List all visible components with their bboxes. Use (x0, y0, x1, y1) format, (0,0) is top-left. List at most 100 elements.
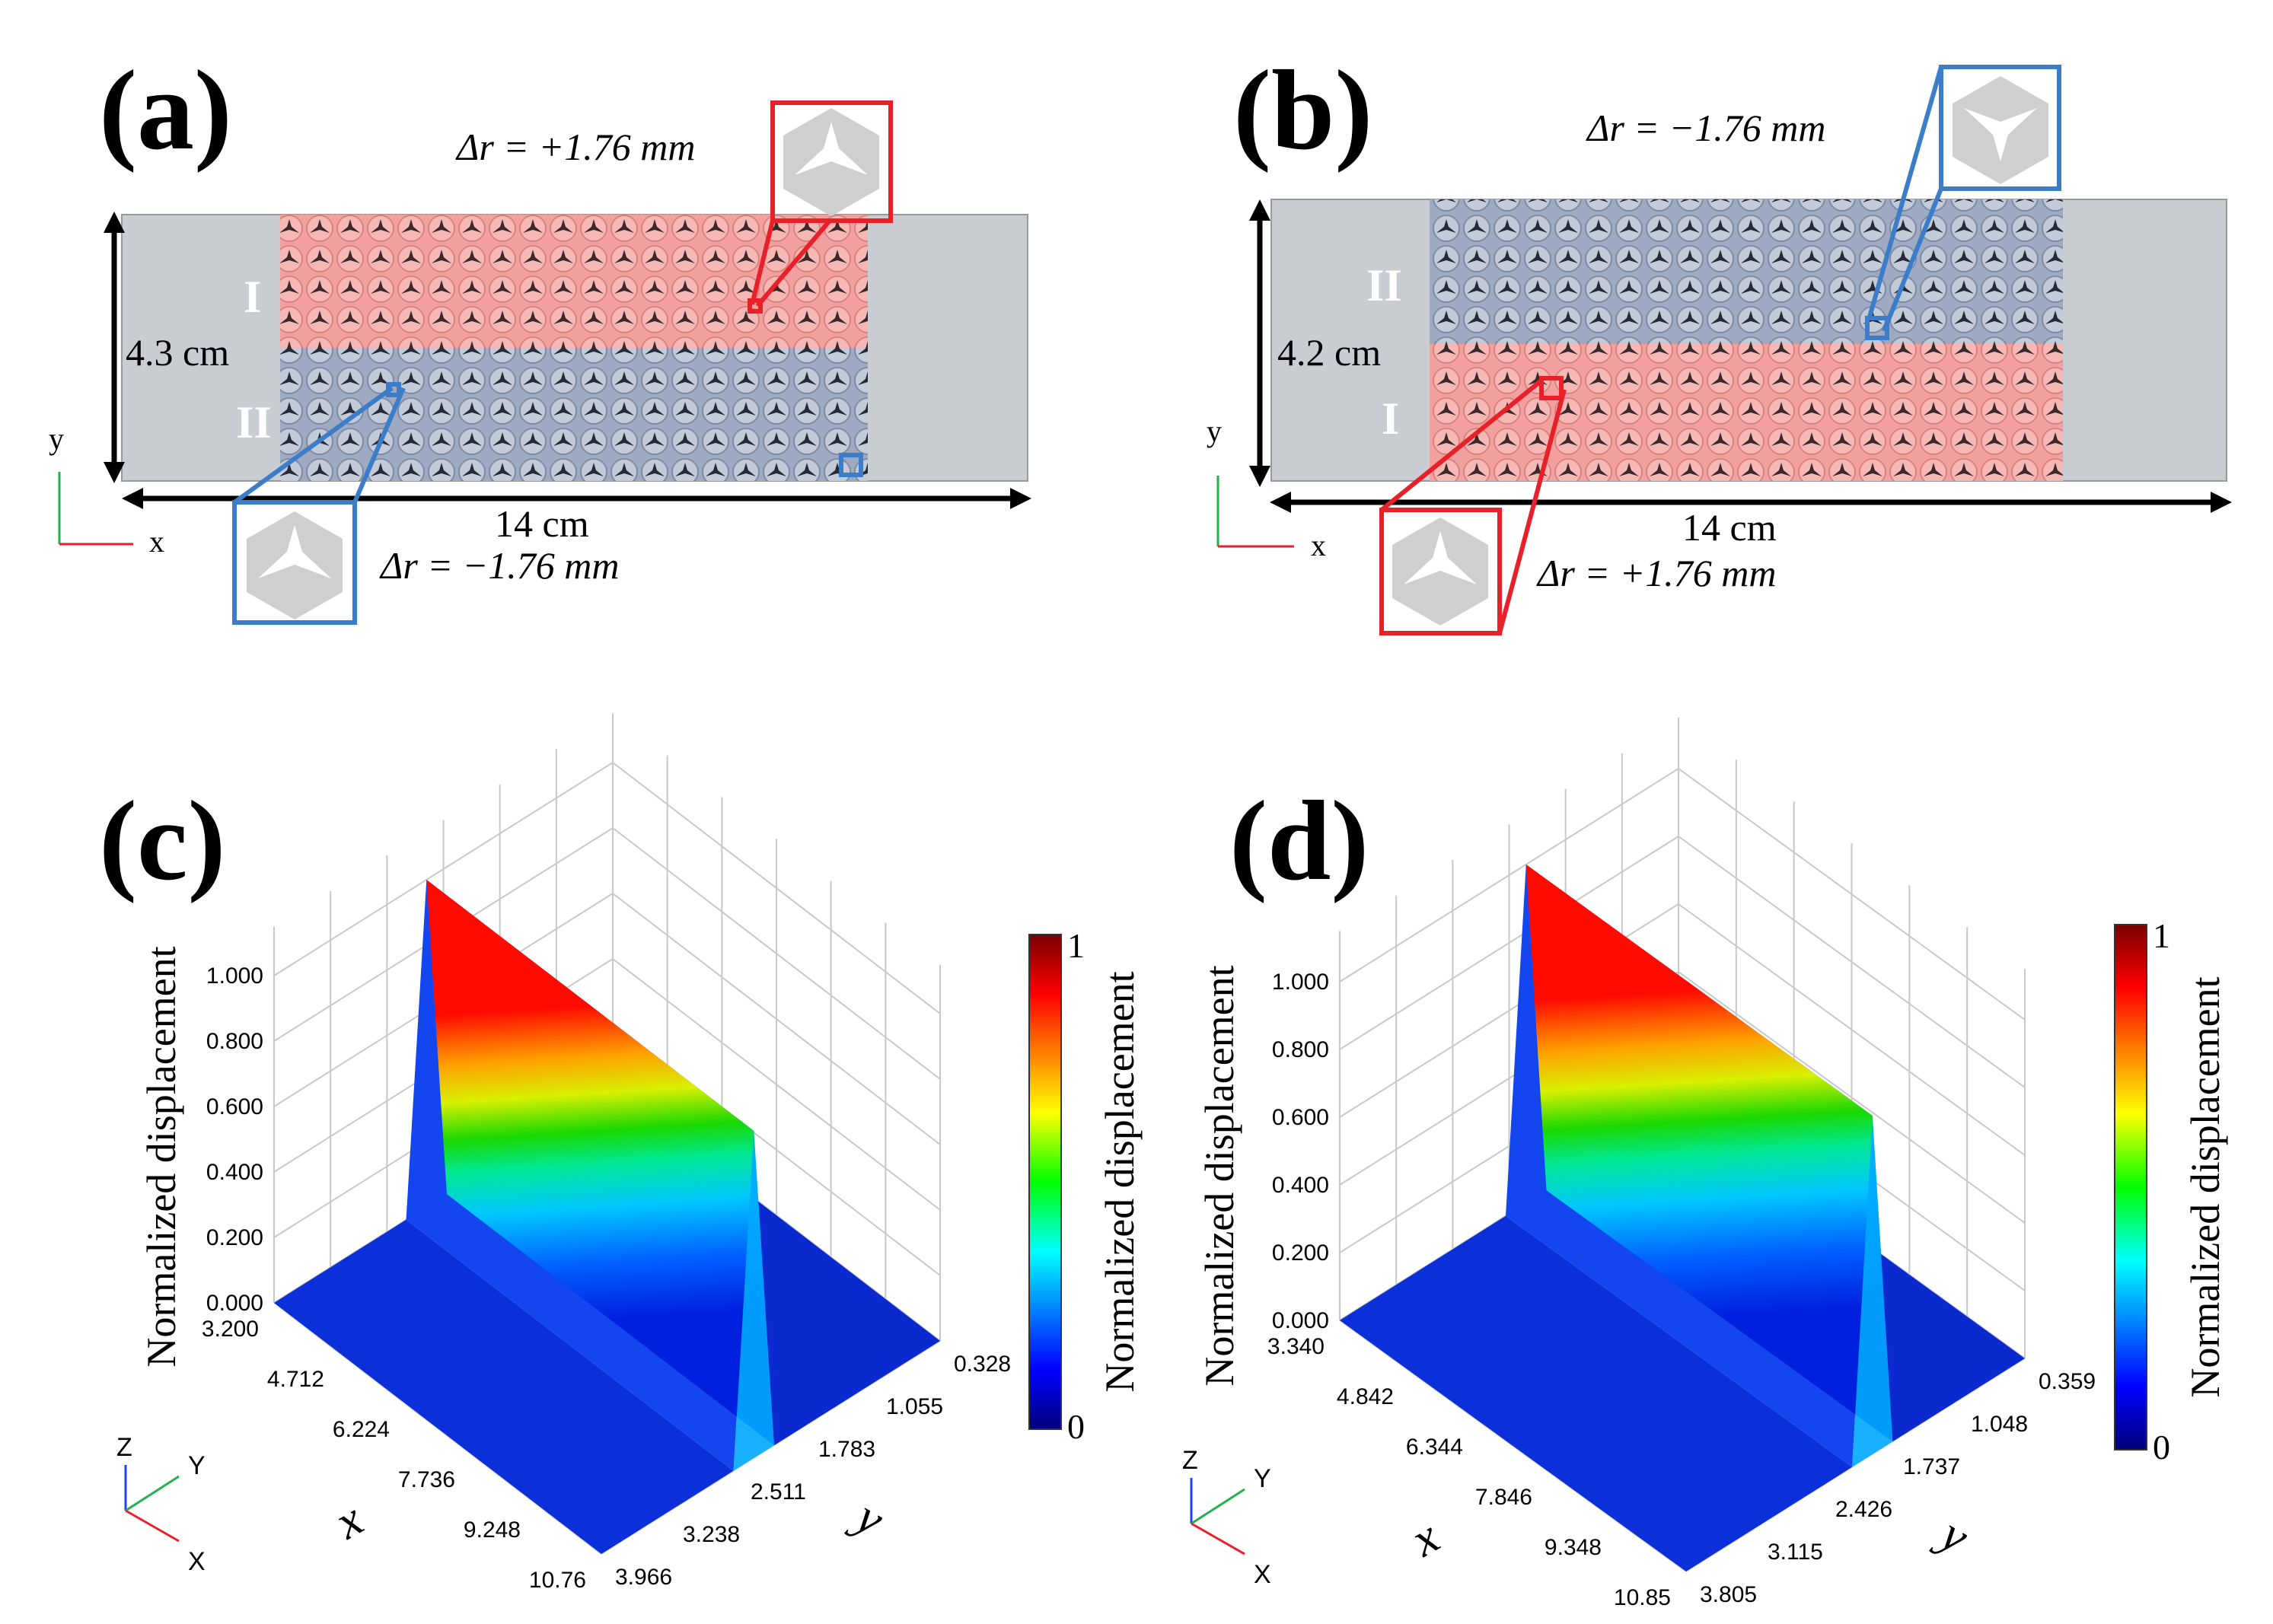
z-tick-label: 0.400 (206, 1160, 263, 1185)
z-tick-label: 0.600 (206, 1094, 263, 1119)
y-tick-label: 2.426 (1835, 1497, 1892, 1522)
panel-a-width-label: 14 cm (495, 502, 589, 545)
x-tick-label: 3.200 (202, 1317, 259, 1342)
colorbar (1028, 934, 1062, 1430)
z-tick-label: 1.000 (1272, 970, 1329, 995)
z-tick-label: 0.400 (1272, 1173, 1329, 1198)
z-tick-label: 0.000 (1272, 1308, 1329, 1333)
triad-x-axis (1191, 1522, 1245, 1556)
colorbar-min-label: 0 (1067, 1407, 1085, 1446)
z-tick-label: 0.200 (206, 1225, 263, 1250)
panel-a-height-label: 4.3 cm (126, 331, 229, 374)
x-tick-label: 7.736 (398, 1467, 455, 1492)
colorbar-title: Normalized displacement (2182, 976, 2228, 1397)
x-axis-label: x (1401, 1509, 1448, 1567)
y-axis-label: y (843, 1487, 894, 1547)
gridline (612, 827, 941, 1080)
y-tick-label: 3.966 (615, 1565, 672, 1590)
gridline (1678, 903, 2026, 1156)
gridline (612, 893, 941, 1145)
panel-b-region-II (1430, 199, 2063, 344)
panel-b-axis-x: x (1311, 528, 1326, 562)
surface-floor-left (274, 1219, 734, 1554)
z-axis-label: Normalized displacement (139, 946, 184, 1367)
colorbar-title: Normalized displacement (1097, 971, 1143, 1392)
x-tick-label: 7.846 (1475, 1485, 1532, 1510)
panel-a-width-arrow (122, 488, 1031, 509)
panel-a-label: (a) (99, 47, 232, 174)
y-tick-label: 0.328 (954, 1352, 1011, 1377)
panel-a-blue-inset-tripod (258, 525, 331, 578)
x-tick-label: 6.344 (1406, 1435, 1463, 1460)
z-tick-label: 0.200 (1272, 1240, 1329, 1266)
panel-b-region-I (1430, 344, 2063, 481)
x-tick-label: 4.842 (1337, 1384, 1394, 1409)
x-tick-label: 9.248 (464, 1517, 521, 1543)
triad-z-label: Z (1182, 1446, 1198, 1475)
panel-a-region-II (280, 348, 868, 481)
panel-b: (b) II I 4.2 cm 14 cm Δr = −1.76 mm (1207, 47, 2232, 635)
panel-a-red-inset-hexagon (783, 108, 879, 216)
y-tick-label: 1.783 (818, 1437, 875, 1462)
x-tick-label: 10.85 (1614, 1585, 1671, 1610)
x-tick-label: 9.348 (1545, 1535, 1602, 1560)
surface-ridge-end (1852, 1116, 1893, 1467)
panel-b-width-label: 14 cm (1682, 506, 1777, 549)
panel-b-bottom-inset-label: Δr = +1.76 mm (1536, 552, 1777, 594)
triad-y-axis (1191, 1488, 1245, 1525)
y-tick-label: 1.055 (886, 1394, 943, 1419)
z-tick-label: 1.000 (206, 963, 263, 989)
panel-b-height-label: 4.2 cm (1277, 331, 1381, 374)
gridline (1678, 768, 2026, 1021)
gridline (1678, 836, 2026, 1088)
surface-floor-left (1340, 1215, 1853, 1571)
gridline (1339, 768, 1679, 982)
colorbar-min-label: 0 (2153, 1428, 2170, 1466)
panel-b-top-inset-label: Δr = −1.76 mm (1586, 107, 1826, 149)
panel-a-height-arrow (104, 212, 125, 483)
panel-a-xy-triad (58, 472, 133, 546)
colorbar-max-label: 1 (2153, 916, 2170, 955)
panel-b-axis-y: y (1207, 414, 1222, 448)
x-axis-label: x (325, 1492, 371, 1549)
panel-b-blue-inset-tripod (1964, 108, 2037, 161)
panel-b-label: (b) (1233, 47, 1372, 174)
panel-b-red-inset (1379, 376, 1567, 635)
surface-ridge-end (733, 1131, 774, 1471)
gridline (1339, 836, 1679, 1050)
colorbar (2114, 924, 2147, 1450)
triad-y-label: Y (1254, 1464, 1271, 1493)
panel-a-top-inset-label: Δr = +1.76 mm (455, 126, 696, 168)
panel-a-blue-inset (232, 382, 863, 625)
z-tick-label: 0.800 (206, 1029, 263, 1054)
panel-b-red-inset-hexagon (1392, 517, 1488, 626)
z-tick-label: 0.800 (1272, 1037, 1329, 1062)
y-tick-label: 3.115 (1768, 1540, 1823, 1565)
y-tick-label: 1.737 (1903, 1454, 1960, 1479)
x-tick-label: 3.340 (1267, 1334, 1325, 1359)
panel-b-red-inset-tripod (1404, 531, 1477, 584)
panel-c-label: (c) (99, 778, 225, 904)
panel-c: (c) 0.000 0.200 0.400 0.600 0.800 1.000 3.200 4… (99, 713, 1143, 1593)
x-tick-label: 4.712 (267, 1367, 324, 1392)
panel-a-axis-x: x (149, 524, 164, 559)
panel-a-axis-y: y (49, 422, 64, 456)
panel-d: (d) 0.000 0.200 0.400 0.600 0.800 1.000 3.340 4… (1182, 718, 2228, 1610)
panel-b-height-arrow (1249, 199, 1270, 487)
x-tick-label: 10.76 (529, 1568, 586, 1593)
triad-y-axis (125, 1475, 180, 1512)
gridline (612, 958, 941, 1211)
z-tick-label: 0.600 (1272, 1105, 1329, 1130)
triad-z-label: Z (116, 1433, 132, 1462)
gridline (1678, 971, 2026, 1224)
z-axis-label: Normalized displacement (1197, 965, 1242, 1386)
triad-x-axis (125, 1509, 180, 1543)
triad-y-label: Y (188, 1451, 206, 1480)
panel-a-red-inset-tripod (795, 122, 868, 175)
y-tick-label: 2.511 (751, 1479, 806, 1505)
y-tick-label: 0.359 (2039, 1369, 2096, 1394)
panel-b-width-arrow (1270, 492, 2232, 513)
colorbar-max-label: 1 (1067, 926, 1085, 965)
y-tick-label: 1.048 (1971, 1412, 2028, 1437)
